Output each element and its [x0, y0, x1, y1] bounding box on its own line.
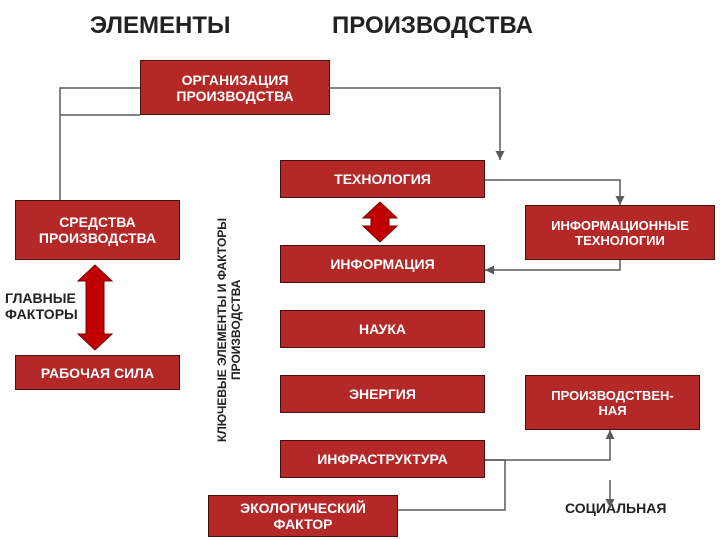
title-left: ЭЛЕМЕНТЫ	[90, 12, 231, 40]
label-vertical-key-elements: КЛЮЧЕВЫЕ ЭЛЕМЕНТЫ И ФАКТОРЫ ПРОИЗВОДСТВА	[215, 195, 243, 465]
box-labor: РАБОЧАЯ СИЛА	[15, 355, 180, 390]
label-main-factors: ГЛАВНЫЕ ФАКТОРЫ	[5, 290, 78, 322]
box-ecological: ЭКОЛОГИЧЕСКИЙ ФАКТОР	[208, 495, 398, 537]
box-industrial: ПРОИЗВОДСТВЕН- НАЯ	[525, 375, 700, 430]
box-organization: ОРГАНИЗАЦИЯ ПРОИЗВОДСТВА	[140, 60, 330, 115]
label-social: СОЦИАЛЬНАЯ	[565, 500, 666, 516]
box-technology: ТЕХНОЛОГИЯ	[280, 160, 485, 198]
box-infotech: ИНФОРМАЦИОННЫЕ ТЕХНОЛОГИИ	[525, 205, 715, 260]
box-energy: ЭНЕРГИЯ	[280, 375, 485, 413]
box-information: ИНФОРМАЦИЯ	[280, 245, 485, 283]
box-science: НАУКА	[280, 310, 485, 348]
title-right: ПРОИЗВОДСТВА	[332, 12, 533, 40]
box-means: СРЕДСТВА ПРОИЗВОДСТВА	[15, 200, 180, 260]
box-infrastructure: ИНФРАСТРУКТУРА	[280, 440, 485, 478]
